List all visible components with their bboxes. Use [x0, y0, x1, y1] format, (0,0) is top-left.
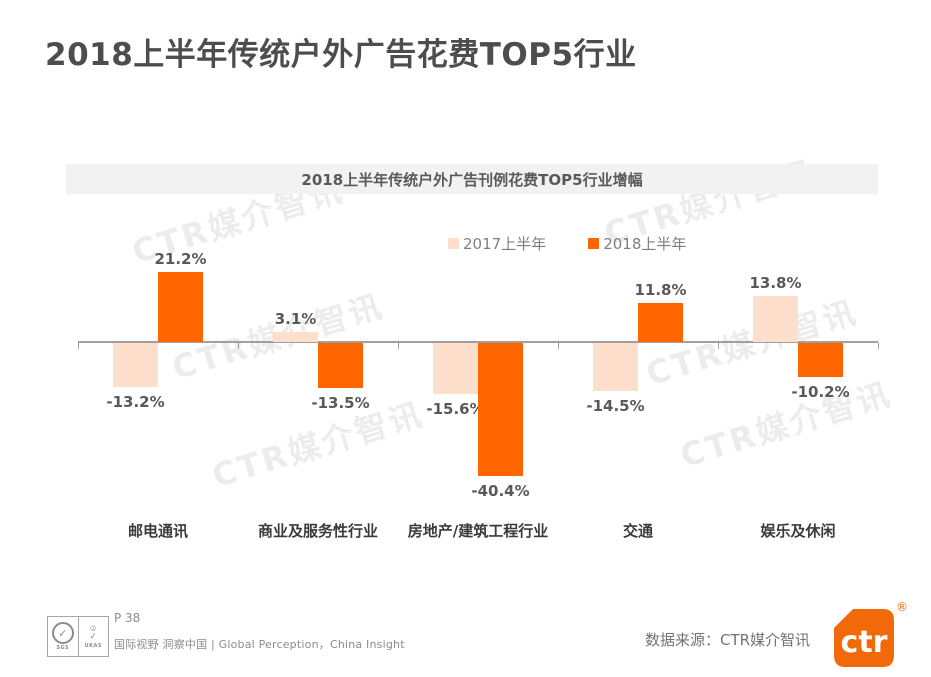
legend-label: 2018上半年 — [603, 235, 687, 253]
footer-tagline: 国际视野 洞察中国 | Global Perception，China Insi… — [114, 638, 405, 651]
certification-logos: ✓ SGS ♔ ✓ UKAS — [47, 616, 109, 657]
ukas-certification-icon: ♔ ✓ UKAS — [77, 617, 109, 656]
value-label: -13.5% — [311, 394, 370, 412]
bar-2017-1 — [273, 332, 318, 342]
ukas-label: UKAS — [84, 642, 102, 649]
chart-title: 2018上半年传统户外广告刊例花费TOP5行业增幅 — [301, 170, 643, 189]
registered-trademark-icon: ® — [896, 600, 908, 614]
x-axis-tick — [878, 343, 879, 349]
page-title: 2018上半年传统户外广告花费TOP5行业 — [45, 37, 637, 73]
x-axis-tick — [238, 343, 239, 349]
x-axis-line — [78, 341, 878, 343]
legend-item-2018: 2018上半年 — [588, 233, 686, 254]
bar-2017-2 — [433, 343, 478, 394]
category-label: 商业及服务性行业 — [257, 522, 378, 540]
sgs-label: SGS — [56, 645, 70, 651]
bar-2018-2 — [478, 343, 523, 476]
value-label: -15.6% — [426, 400, 485, 418]
x-axis-tick — [718, 343, 719, 349]
legend-swatch-icon — [448, 238, 459, 249]
legend-swatch-icon — [588, 238, 600, 249]
chart-legend: 2017上半年 2018上半年 — [448, 233, 686, 254]
value-label: -14.5% — [586, 397, 645, 415]
sgs-check-icon: ✓ — [51, 622, 74, 644]
value-label: -40.4% — [471, 482, 530, 500]
bar-2018-1 — [318, 343, 363, 388]
sgs-certification-icon: ✓ SGS — [48, 617, 78, 656]
bar-2017-0 — [113, 343, 158, 387]
data-source-label: 数据来源：CTR媒介智讯 — [645, 631, 811, 649]
bar-2018-3 — [638, 303, 683, 342]
category-label: 邮电通讯 — [127, 522, 188, 540]
value-label: 13.8% — [749, 274, 802, 292]
legend-label: 2017上半年 — [463, 235, 547, 253]
category-label: 交通 — [622, 522, 653, 540]
bar-2017-3 — [593, 343, 638, 391]
value-label: -13.2% — [106, 393, 165, 411]
x-axis-tick — [398, 343, 399, 349]
ctr-logo: ctr — [834, 609, 894, 667]
bar-2017-4 — [753, 296, 798, 342]
svg-text:ctr: ctr — [841, 625, 888, 660]
legend-item-2017: 2017上半年 — [448, 233, 546, 254]
ukas-check-icon: ✓ — [89, 631, 98, 642]
page-number: P 38 — [114, 611, 141, 625]
x-axis-tick — [78, 343, 79, 349]
value-label: -10.2% — [791, 383, 850, 401]
category-label: 房地产/建筑工程行业 — [407, 522, 549, 540]
bar-2018-4 — [798, 343, 843, 377]
category-label: 娱乐及休闲 — [760, 522, 836, 540]
bar-2018-0 — [158, 272, 203, 342]
value-label: 21.2% — [154, 250, 207, 268]
crown-icon: ♔ — [89, 623, 97, 633]
value-label: 3.1% — [274, 310, 317, 328]
chart-title-band: 2018上半年传统户外广告刊例花费TOP5行业增幅 — [66, 164, 878, 194]
x-axis-tick — [558, 343, 559, 349]
value-label: 11.8% — [634, 281, 687, 299]
